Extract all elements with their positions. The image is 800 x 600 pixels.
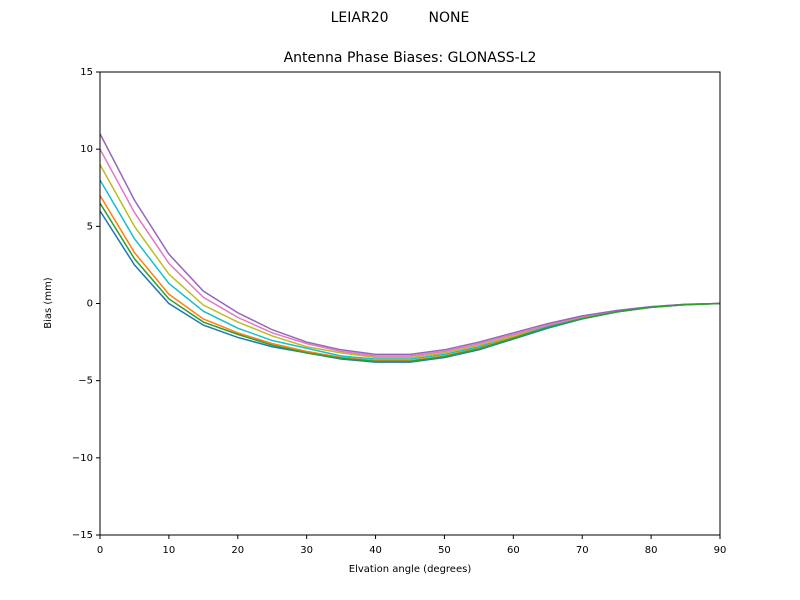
y-tick-label: −5 <box>78 376 93 387</box>
x-tick-label: 0 <box>97 545 103 556</box>
data-line <box>99 195 721 362</box>
data-line <box>99 202 721 363</box>
x-tick-label: 20 <box>231 545 244 556</box>
x-tick-label: 40 <box>369 545 382 556</box>
chart-title: Antenna Phase Biases: GLONASS-L2 <box>284 50 537 66</box>
x-axis-label: Elvation angle (degrees) <box>349 564 472 575</box>
data-line <box>99 148 721 357</box>
x-tick-label: 10 <box>163 545 176 556</box>
x-tick-label: 60 <box>507 545 520 556</box>
x-tick-label: 30 <box>300 545 313 556</box>
y-tick-label: 10 <box>80 144 93 155</box>
plot-area <box>99 133 721 363</box>
data-line <box>99 133 721 356</box>
y-axis-label: Bias (mm) <box>43 277 54 329</box>
x-tick-label: 70 <box>576 545 589 556</box>
y-tick-label: −15 <box>72 530 93 541</box>
y-tick-label: 15 <box>80 67 93 78</box>
data-line <box>99 164 721 359</box>
data-line <box>99 179 721 360</box>
x-tick-label: 50 <box>438 545 451 556</box>
x-tick-label: 90 <box>714 545 727 556</box>
suptitle: LEIAR20 NONE <box>331 10 470 26</box>
y-tick-label: −10 <box>72 453 93 464</box>
y-tick-label: 0 <box>87 299 93 310</box>
y-tick-label: 5 <box>87 221 93 232</box>
x-tick-label: 80 <box>645 545 658 556</box>
